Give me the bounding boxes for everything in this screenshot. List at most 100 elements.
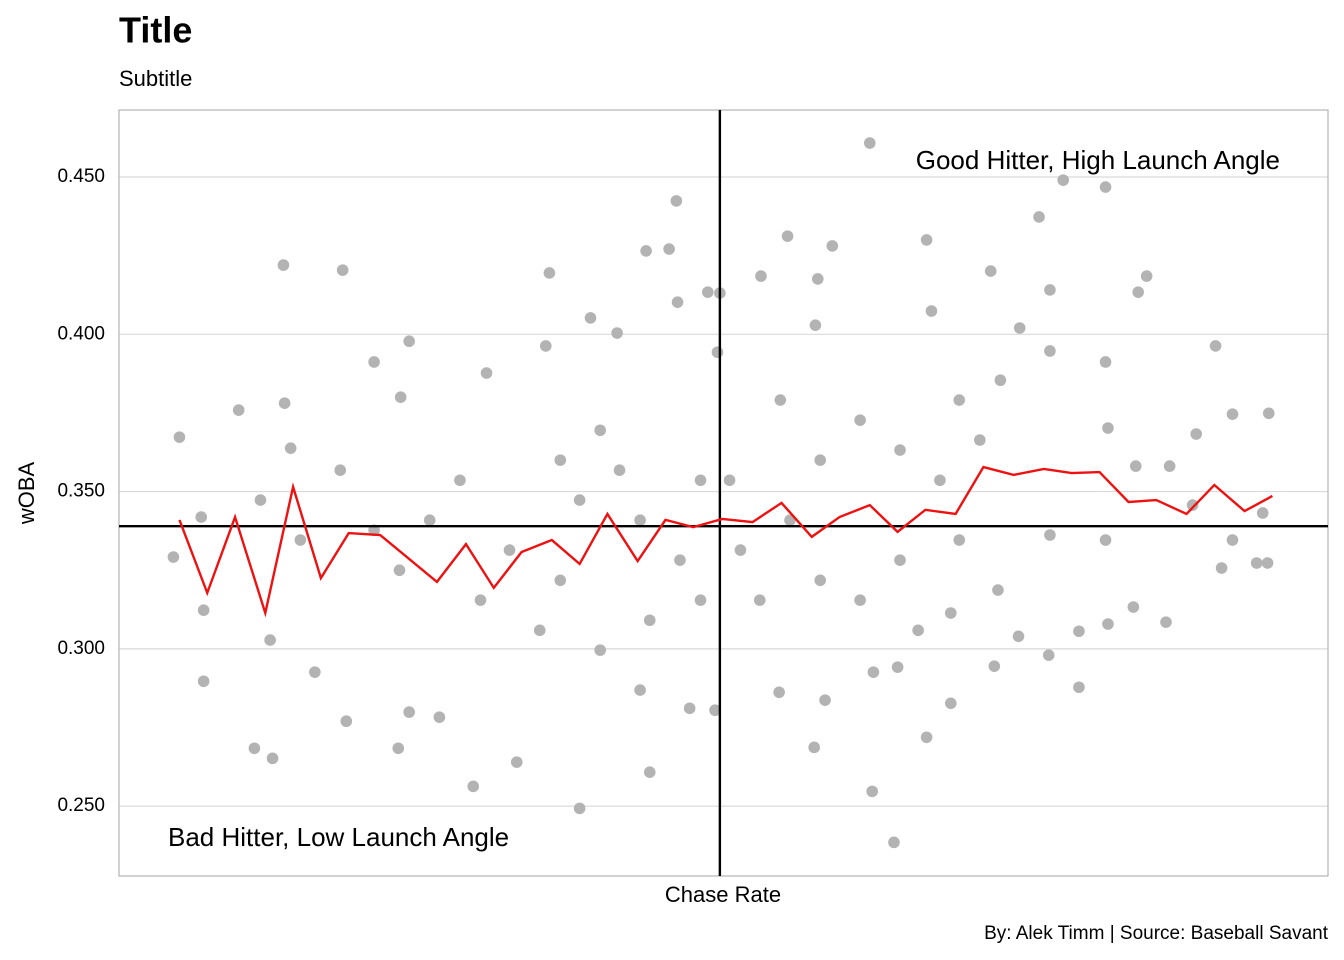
point — [1099, 181, 1112, 193]
point — [1186, 499, 1199, 511]
point — [423, 514, 436, 527]
point — [480, 367, 493, 379]
point — [867, 666, 880, 678]
point — [1163, 460, 1176, 472]
point — [774, 394, 787, 406]
point — [539, 340, 552, 352]
point — [643, 766, 656, 778]
point — [584, 312, 597, 324]
point — [1140, 270, 1153, 282]
point — [1250, 557, 1263, 569]
y-tick-label: 0.400 — [57, 323, 105, 344]
point — [368, 356, 380, 368]
point — [1102, 422, 1114, 434]
point — [891, 661, 904, 673]
point — [723, 474, 736, 487]
point — [1132, 286, 1144, 298]
point — [510, 756, 523, 768]
point — [543, 267, 556, 279]
point — [984, 265, 997, 277]
point — [264, 634, 276, 646]
point — [294, 534, 307, 546]
point — [988, 660, 1001, 672]
point — [920, 731, 933, 744]
point — [454, 474, 466, 487]
point — [1044, 345, 1056, 357]
point — [1226, 534, 1239, 546]
point — [173, 431, 186, 443]
y-tick-label: 0.250 — [57, 795, 105, 816]
point — [1127, 601, 1140, 613]
chart-title: Title — [119, 10, 192, 51]
point — [197, 675, 210, 688]
point — [634, 514, 646, 527]
annotation: Bad Hitter, Low Launch Angle — [168, 822, 509, 852]
point — [594, 424, 606, 437]
point — [266, 752, 279, 765]
point — [1013, 322, 1026, 334]
point — [403, 335, 415, 348]
point — [334, 464, 347, 476]
point — [1044, 284, 1056, 296]
point — [888, 836, 900, 849]
point — [554, 574, 567, 587]
point — [753, 594, 766, 606]
point — [694, 474, 707, 487]
point — [781, 230, 794, 242]
point — [336, 264, 349, 276]
point — [1256, 507, 1269, 519]
point — [1209, 340, 1222, 352]
point — [394, 391, 407, 404]
point — [663, 243, 675, 255]
y-tick-label: 0.350 — [57, 481, 105, 502]
point — [683, 702, 696, 715]
plot-border — [118, 109, 1329, 877]
point — [1190, 428, 1203, 440]
point — [1102, 618, 1114, 630]
point — [533, 624, 546, 637]
point — [894, 554, 906, 566]
point — [248, 742, 261, 755]
point — [474, 594, 487, 606]
point — [709, 704, 721, 717]
point — [1261, 557, 1274, 569]
point — [1042, 649, 1055, 661]
point — [814, 454, 827, 466]
point — [1129, 460, 1142, 472]
point — [167, 551, 180, 563]
point — [944, 607, 957, 619]
point — [953, 534, 966, 546]
point — [643, 614, 656, 627]
point — [640, 245, 652, 257]
point — [309, 666, 321, 678]
y-axis-label: wOBA — [14, 462, 39, 526]
y-tick-label: 0.450 — [57, 166, 105, 187]
point — [503, 544, 516, 556]
point — [894, 444, 906, 456]
point — [854, 594, 866, 606]
point — [755, 270, 767, 282]
point — [671, 296, 684, 309]
trend-line — [178, 465, 1273, 618]
point — [808, 741, 820, 754]
point — [611, 327, 623, 339]
caption: By: Alek Timm | Source: Baseball Savant — [984, 923, 1329, 944]
point — [711, 346, 724, 359]
chart-subtitle: Subtitle — [119, 66, 192, 91]
point — [912, 624, 924, 637]
point — [994, 374, 1007, 387]
point — [773, 686, 785, 699]
point — [1215, 562, 1228, 574]
point — [340, 715, 353, 728]
point — [944, 697, 957, 710]
point — [812, 273, 824, 285]
point — [467, 780, 480, 793]
point — [863, 137, 876, 149]
point — [1044, 529, 1056, 541]
point — [278, 397, 291, 409]
point — [197, 604, 210, 616]
point — [734, 544, 747, 556]
point — [634, 684, 646, 696]
point — [393, 564, 406, 577]
point — [1033, 211, 1045, 223]
